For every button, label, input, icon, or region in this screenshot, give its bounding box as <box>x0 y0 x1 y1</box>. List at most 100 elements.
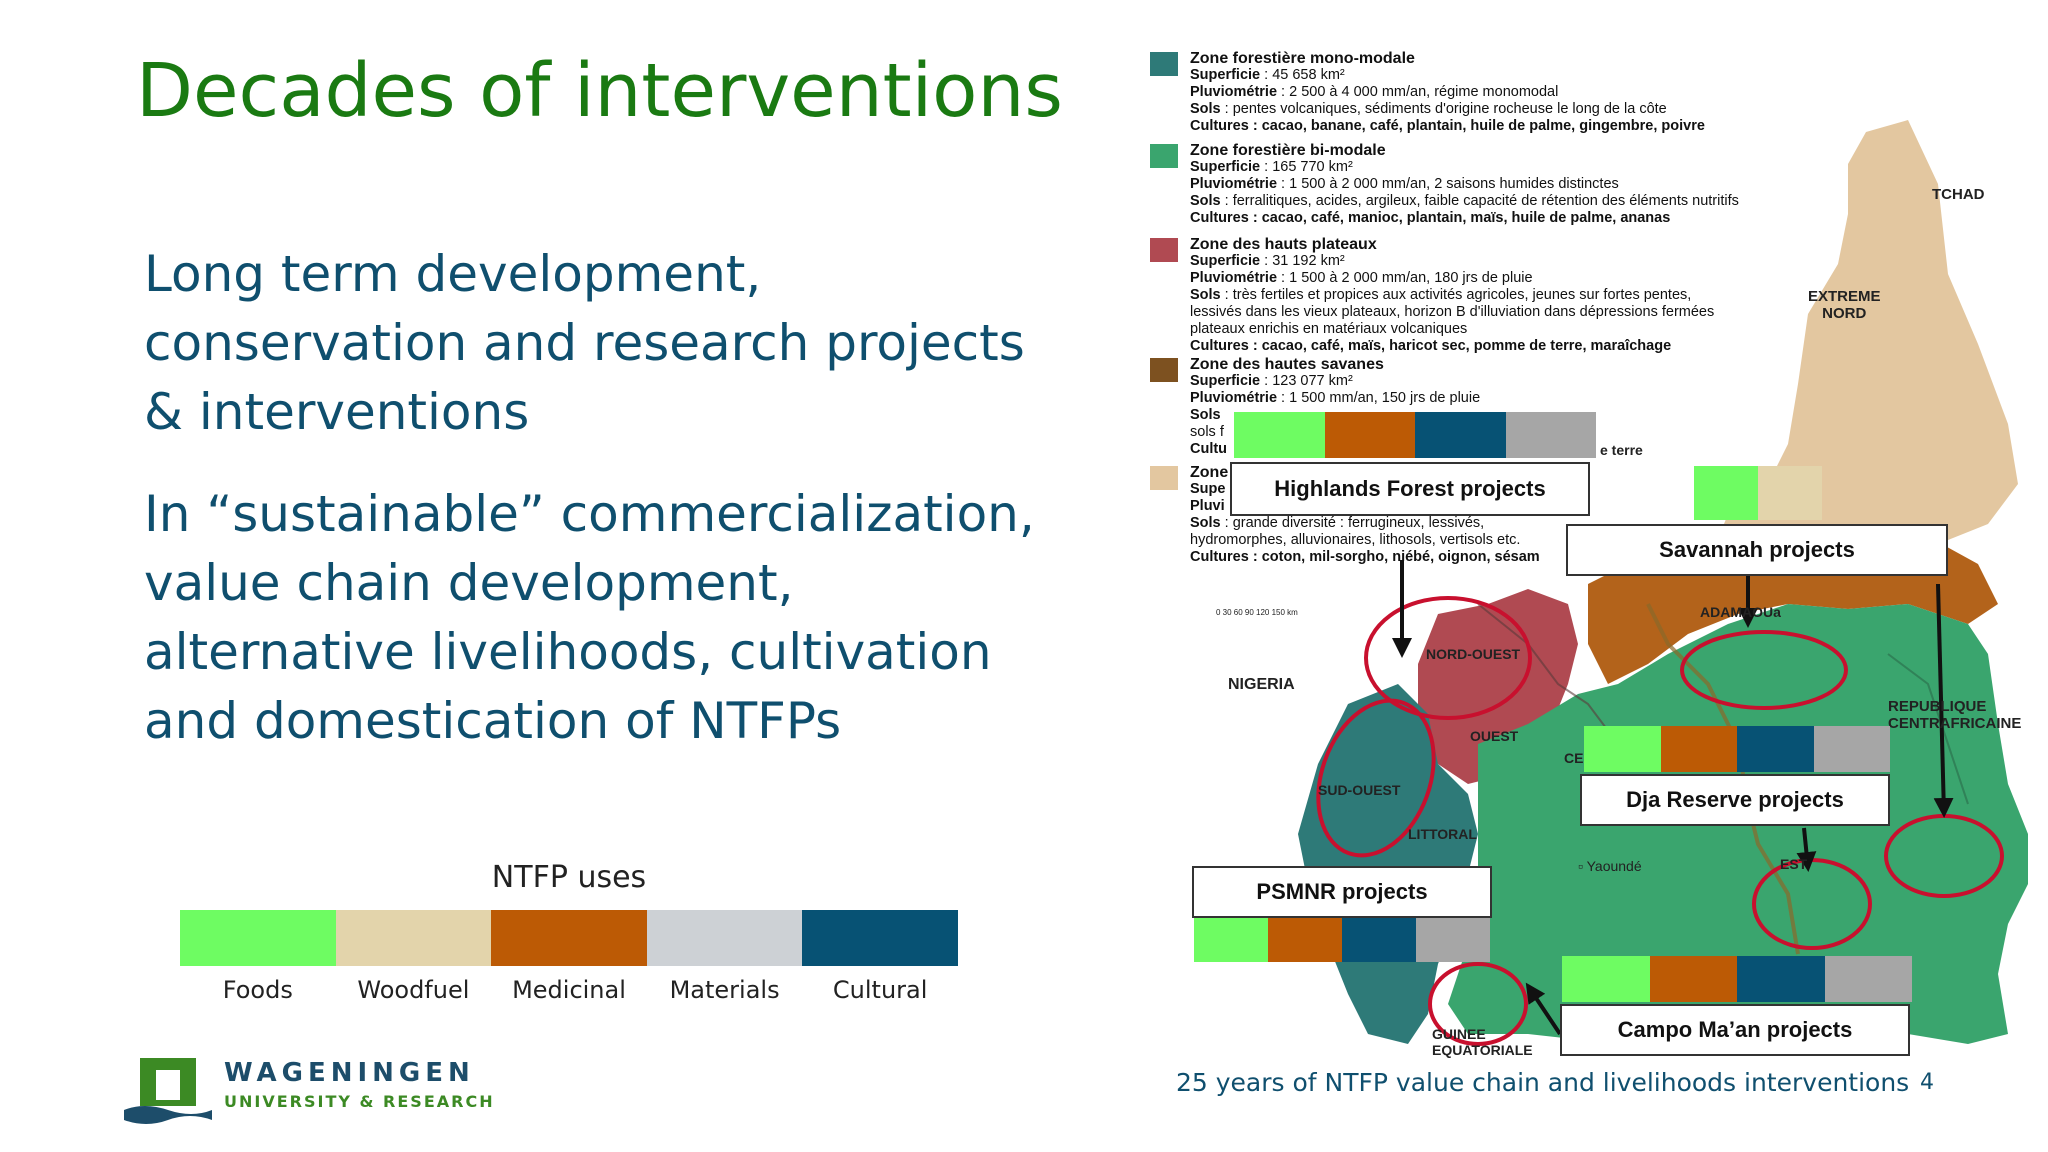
campo-uses-strip <box>1562 956 1912 1002</box>
use-swatch-foods <box>1234 412 1325 458</box>
use-swatch-cultural <box>1737 956 1825 1002</box>
use-swatch-cultural <box>1342 918 1416 962</box>
use-swatch-materials <box>1505 412 1596 458</box>
map-label-nigeria: NIGERIA <box>1228 676 1295 693</box>
map-label-guinee: GUINEE EQUATORIALE <box>1432 1026 1533 1058</box>
zone-line: sols f <box>1190 424 1224 440</box>
paragraph-line: conservation and research projects <box>144 314 1025 372</box>
use-swatch-medicinal <box>1649 956 1737 1002</box>
zone-swatch <box>1150 52 1178 76</box>
psmnr-uses-strip <box>1194 918 1490 962</box>
legend-label-foods: Foods <box>222 976 293 1004</box>
map-label-yaounde: ▫ Yaoundé <box>1578 858 1642 874</box>
use-swatch-foods <box>1584 726 1661 772</box>
savannah-uses-strip <box>1694 466 1822 520</box>
zone-title: Zone forestière mono-modale <box>1190 50 1415 67</box>
paragraph-line: alternative livelihoods, cultivation <box>144 623 992 681</box>
zone-title: Zone forestière bi-modale <box>1190 142 1386 159</box>
ntfp-legend-labels: Foods Woodfuel Medicinal Materials Cultu… <box>180 976 958 1004</box>
use-swatch-materials <box>1824 956 1912 1002</box>
map-label-sud-ouest: SUD-OUEST <box>1318 782 1401 798</box>
use-swatch-foods <box>1194 918 1268 962</box>
zone-line: hydromorphes, alluvionaires, lithosols, … <box>1190 532 1521 548</box>
wageningen-logo-icon <box>124 1058 212 1124</box>
legend-label-materials: Materials <box>669 976 780 1004</box>
zone-line: Cultures : coton, mil-sorgho, niébé, oig… <box>1190 549 1540 565</box>
map-region-line <box>1887 653 1969 805</box>
paragraph-line: & interventions <box>144 383 530 441</box>
legend-swatch-materials <box>646 910 803 966</box>
slide-title: Decades of interventions <box>136 48 1063 134</box>
psmnr-projects-label: PSMNR projects <box>1192 866 1492 918</box>
highlands-forest-projects-label: Highlands Forest projects <box>1230 462 1590 516</box>
zone-line: Pluviométrie : 2 500 à 4 000 mm/an, régi… <box>1190 84 1559 100</box>
savannah-projects-label: Savannah projects <box>1566 524 1948 576</box>
zone-line: Cultu <box>1190 441 1228 457</box>
map-circle-sud-ouest <box>1316 698 1436 858</box>
zone-swatch <box>1150 238 1178 262</box>
capital-dot-icon: ▫ <box>1578 858 1583 874</box>
page-number: 4 <box>1920 1070 1934 1095</box>
zone-line: Superficie : 31 192 km² <box>1190 253 1345 269</box>
zone-swatch <box>1150 144 1178 168</box>
use-swatch-medicinal <box>1324 412 1415 458</box>
paragraph-line: Long term development, <box>144 245 762 303</box>
map-label-adamaoua: ADAMAOUa <box>1700 604 1781 620</box>
map-label-est: EST <box>1780 856 1808 872</box>
paragraph-line: In “sustainable” commercialization, <box>144 485 1035 543</box>
use-swatch-materials <box>1813 726 1890 772</box>
arrow-campo <box>1525 982 1562 1036</box>
zone-line: Cultures : cacao, café, maïs, haricot se… <box>1190 338 1672 354</box>
use-swatch-medicinal <box>1268 918 1342 962</box>
use-swatch-materials <box>1416 918 1490 962</box>
zone-line: Sols <box>1190 407 1221 423</box>
legend-swatch-foods <box>180 910 336 966</box>
use-swatch-cultural <box>1415 412 1506 458</box>
zone-line: Pluviométrie : 1 500 à 2 000 mm/an, 2 sa… <box>1190 176 1619 192</box>
map-zone-savanna-north <box>1708 120 2018 569</box>
legend-label-woodfuel: Woodfuel <box>357 976 470 1004</box>
zone-line: Pluviométrie : 1 500 à 2 000 mm/an, 180 … <box>1190 270 1533 286</box>
map-circle-nord-ouest <box>1364 596 1532 720</box>
logo-text-university: UNIVERSITY & RESEARCH <box>224 1092 495 1111</box>
paragraph-development: Long term development, conservation and … <box>144 240 1025 447</box>
zone-line: plateaux enrichis en matériaux volcaniqu… <box>1190 321 1468 337</box>
legend-swatch-woodfuel <box>335 910 492 966</box>
legend-label-medicinal: Medicinal <box>512 976 626 1004</box>
ntfp-legend-bar <box>180 910 958 966</box>
map-region-line <box>1477 603 1619 745</box>
zone-title: Zone des hauts plateaux <box>1190 236 1377 253</box>
dja-reserve-projects-label: Dja Reserve projects <box>1580 774 1890 826</box>
use-swatch-foods <box>1694 466 1758 520</box>
map-label-nord-ouest: NORD-OUEST <box>1426 646 1521 662</box>
map-label-extreme-nord: EXTREME NORD <box>1808 288 1881 322</box>
zone-line: Cultures : cacao, banane, café, plantain… <box>1190 118 1705 134</box>
arrow-dja <box>1796 827 1817 872</box>
zone-line: Pluviométrie : 1 500 mm/an, 150 jrs de p… <box>1190 390 1481 406</box>
zone-title: Zone <box>1190 464 1229 481</box>
arrow-east <box>1933 583 1954 818</box>
legend-swatch-cultural <box>802 910 958 966</box>
legend-label-cultural: Cultural <box>832 976 928 1004</box>
map-label-rca: REPUBLIQUE CENTRAFRICAINE <box>1888 698 2022 732</box>
zone-line: Superficie : 45 658 km² <box>1190 67 1345 83</box>
zone-line: Sols : très fertiles et propices aux act… <box>1190 287 1692 303</box>
map-circle-savannah <box>1680 630 1848 710</box>
paragraph-line: value chain development, <box>144 554 794 612</box>
map-label-ouest: OUEST <box>1470 728 1519 744</box>
zone-line: Superficie : 123 077 km² <box>1190 373 1353 389</box>
zone-line: Superficie : 165 770 km² <box>1190 159 1353 175</box>
zone-line: Sols : ferralitiques, acides, argileux, … <box>1190 193 1739 209</box>
dja-uses-strip <box>1584 726 1890 772</box>
zone-swatch <box>1150 358 1178 382</box>
use-swatch-woodfuel <box>1758 466 1822 520</box>
map-zone-adamaoua <box>1588 542 1998 684</box>
zone-line: Sols : pentes volcaniques, sédiments d'o… <box>1190 101 1667 117</box>
legend-swatch-medicinal <box>491 910 647 966</box>
campo-maan-projects-label: Campo Ma’an projects <box>1560 1004 1910 1056</box>
zone-line: Supe <box>1190 481 1226 497</box>
map-label-littoral: LITTORAL <box>1408 826 1477 842</box>
map-scale-bar: 0 30 60 90 120 150 km <box>1216 608 1298 617</box>
ntfp-legend-title: NTFP uses <box>491 860 647 895</box>
map-label-ce: CE <box>1564 750 1584 766</box>
